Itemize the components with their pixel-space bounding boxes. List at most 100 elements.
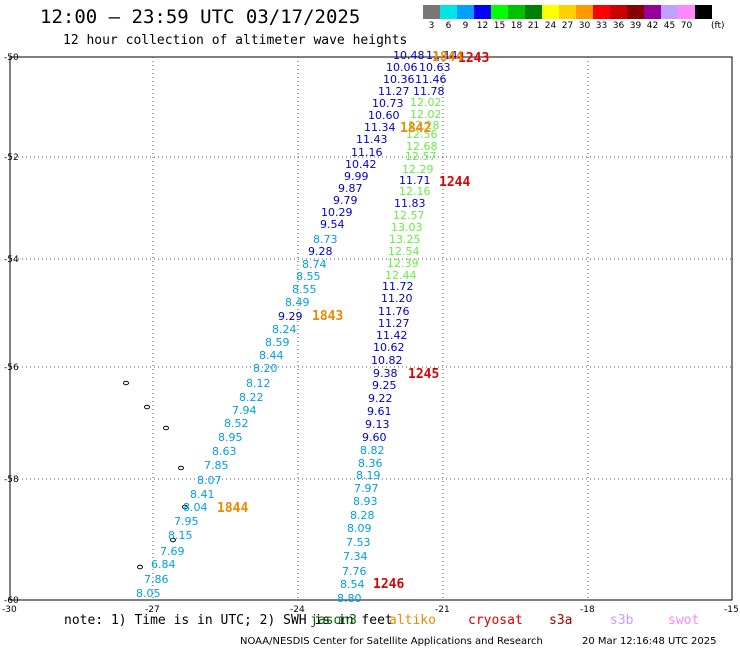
- legend-swatch-label: 9: [462, 21, 469, 31]
- legend-swatch: [678, 5, 695, 19]
- longitude-label: -30: [2, 605, 17, 615]
- pass-time-label: 1243: [458, 51, 489, 66]
- island-outline: [170, 537, 176, 543]
- pass-time-label: 1844: [432, 50, 463, 65]
- swh-value-track-1244: 12.68: [406, 140, 438, 153]
- latitude-label: -60: [4, 596, 19, 606]
- swh-value-track-1243: 11.34: [364, 121, 396, 134]
- latitude-label: -50: [4, 53, 19, 63]
- swh-value-track-1245: 7.76: [342, 565, 367, 578]
- legend-swatch: [627, 5, 644, 19]
- legend-swatch: [559, 5, 576, 19]
- swh-value-track-1243: 8.07: [197, 474, 222, 487]
- swh-value-track-1245: 8.93: [353, 495, 378, 508]
- swh-value-track-1243: 8.63: [212, 445, 237, 458]
- swh-value-track-1245: 7.53: [346, 536, 371, 549]
- island-outline: [144, 404, 150, 410]
- swh-value-track-1243: 10.63: [419, 61, 451, 74]
- swh-value-track-1244: 12.16: [399, 185, 431, 198]
- legend-swatch-label: 15: [493, 21, 506, 31]
- swh-value-track-1243: 8.52: [224, 417, 249, 430]
- swh-value-track-1243: 8.05: [136, 587, 161, 600]
- swh-value-track-1244: 12.02: [410, 108, 442, 121]
- longitude-label: -15: [724, 605, 739, 615]
- island-outline: [123, 380, 129, 386]
- swh-value-track-1243: 11.43: [356, 133, 388, 146]
- swh-value-track-1243: 9.29: [278, 310, 303, 323]
- island-outline: [137, 564, 143, 570]
- legend-swatch-label: 21: [527, 21, 540, 31]
- swh-value-track-1244: 13.03: [391, 221, 423, 234]
- map-frame: [9, 56, 733, 601]
- swh-value-track-1245: 10.82: [371, 354, 403, 367]
- swh-value-track-1243: 8.15: [168, 529, 193, 542]
- legend-swatch: [576, 5, 593, 19]
- legend-swatch-label: 24: [544, 21, 557, 31]
- swh-value-track-1243: 11.16: [351, 146, 383, 159]
- swh-value-track-1243: 11.14: [426, 49, 458, 62]
- swh-value-track-1243: 8.41: [190, 488, 215, 501]
- swh-value-track-1243: 8.73: [313, 233, 338, 246]
- swh-value-track-1243: 8.49: [285, 296, 310, 309]
- footer-note: note: 1) Time is in UTC; 2) SWH is in fe…: [64, 613, 393, 628]
- swh-value-track-1243: 8.44: [259, 349, 284, 362]
- satellite-legend-item: altiko: [389, 613, 436, 628]
- swh-value-track-1243: 10.36: [383, 73, 415, 86]
- swh-value-track-1244: 12.54: [388, 245, 420, 258]
- swh-value-track-1244: 12.29: [402, 163, 434, 176]
- swh-value-track-1244: 11.71: [399, 174, 431, 187]
- pass-time-label: 1843: [312, 309, 343, 324]
- swh-value-track-1243: 8.22: [239, 391, 264, 404]
- swh-value-track-1243: 8.95: [218, 431, 243, 444]
- swh-value-track-1243: 8.74: [302, 258, 327, 271]
- legend-swatch-label: 18: [510, 21, 523, 31]
- swh-value-track-1245: 11.72: [382, 280, 414, 293]
- legend-swatch-label: 6: [445, 21, 452, 31]
- swh-value-track-1243: 9.54: [320, 218, 345, 231]
- satellite-legend-item: cryosat: [468, 613, 523, 628]
- swh-value-track-1245: 11.20: [381, 292, 413, 305]
- swh-value-track-1245: 8.19: [356, 469, 381, 482]
- swh-value-track-1243: 7.94: [232, 404, 257, 417]
- satellite-legend-item: swot: [668, 613, 700, 628]
- swh-value-track-1244: 13.25: [389, 233, 421, 246]
- swh-value-track-1245: 9.13: [365, 418, 390, 431]
- swh-value-track-1244: 12.28: [408, 119, 440, 132]
- legend-swatch: [661, 5, 678, 19]
- swh-value-track-1243: 7.95: [174, 515, 199, 528]
- color-legend-bar: [423, 5, 712, 19]
- swh-value-track-1243: 11.27: [378, 85, 410, 98]
- swh-value-track-1245: 11.27: [378, 317, 410, 330]
- color-legend-unit: (ft): [711, 21, 725, 31]
- pass-time-label: 1245: [408, 367, 439, 382]
- legend-swatch: [440, 5, 457, 19]
- swh-value-track-1245: 8.54: [340, 578, 365, 591]
- latitude-label: -54: [4, 255, 19, 265]
- swh-value-track-1243: 9.28: [308, 245, 333, 258]
- map-title: 12:00 – 23:59 UTC 03/17/2025: [40, 6, 361, 28]
- legend-swatch-label: 42: [646, 21, 659, 31]
- swh-value-track-1244: 12.44: [385, 269, 417, 282]
- swh-value-track-1245: 11.76: [378, 305, 410, 318]
- swh-value-track-1245: 9.25: [372, 379, 397, 392]
- latitude-label: -52: [4, 153, 19, 163]
- swh-value-track-1243: 7.86: [144, 573, 169, 586]
- swh-value-track-1243: 8.55: [292, 283, 317, 296]
- swh-value-track-1245: 8.09: [347, 522, 372, 535]
- swh-value-track-1245: 8.82: [360, 444, 385, 457]
- satellite-legend-item: jason3: [310, 613, 357, 628]
- swh-value-track-1245: 11.42: [376, 329, 408, 342]
- swh-value-track-1245: 8.36: [358, 457, 383, 470]
- satellite-legend-item: s3a: [549, 613, 573, 628]
- swh-value-track-1243: 9.79: [333, 194, 358, 207]
- swh-value-track-1243: 8.24: [272, 323, 297, 336]
- legend-swatch: [593, 5, 610, 19]
- swh-value-track-1245: 8.28: [350, 509, 375, 522]
- longitude-label: -27: [145, 605, 160, 615]
- longitude-label: -24: [290, 605, 305, 615]
- swh-value-track-1243: 10.06: [386, 61, 418, 74]
- island-outline: [178, 465, 184, 471]
- swh-value-track-1244: 12.57: [393, 209, 425, 222]
- pass-time-label: 1844: [217, 501, 248, 516]
- legend-swatch: [423, 5, 440, 19]
